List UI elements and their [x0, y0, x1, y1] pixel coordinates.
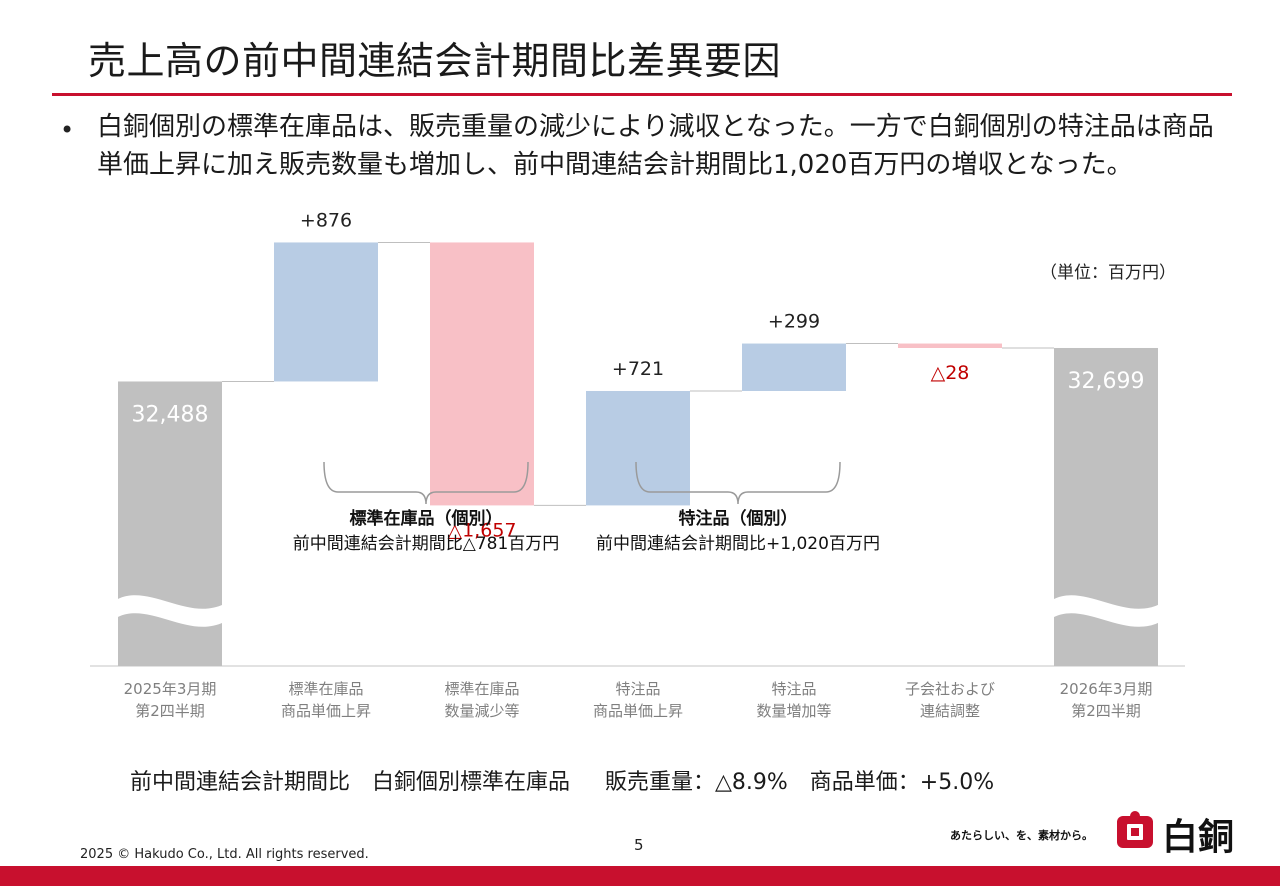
- axis-break-mark: [1052, 595, 1160, 627]
- copyright: 2025 © Hakudo Co., Ltd. All rights reser…: [80, 847, 369, 862]
- page-number: 5: [634, 836, 644, 854]
- category-label: 商品単価上昇: [593, 702, 683, 720]
- category-label: 第2四半期: [1071, 702, 1141, 720]
- data-label-total: 32,488: [132, 402, 209, 427]
- category-label: 数量増加等: [756, 702, 831, 720]
- bullet-marker: •: [60, 116, 75, 144]
- group-brace: [635, 461, 841, 505]
- tagline: あたらしい、を、素材から。: [950, 829, 1093, 842]
- data-label-decrease: △1,657: [447, 519, 516, 541]
- category-label: 2025年3月期: [124, 680, 217, 698]
- category-label: 特注品: [771, 680, 816, 698]
- data-label-decrease: △28: [931, 362, 970, 384]
- bar-decrease: [430, 242, 534, 506]
- data-label-total: 32,699: [1068, 369, 1145, 394]
- axis-break-mark: [116, 595, 224, 627]
- category-label: 連結調整: [920, 702, 980, 720]
- title-divider: [52, 93, 1232, 96]
- category-label: 子会社および: [905, 680, 995, 698]
- page-title: 売上高の前中間連結会計期間比差異要因: [88, 39, 782, 83]
- footer-band: [0, 866, 1280, 886]
- category-label: 商品単価上昇: [281, 702, 371, 720]
- category-label: 第2四半期: [135, 702, 205, 720]
- group-title: 特注品（個別）: [679, 508, 798, 529]
- brand-name: 白銅: [1162, 817, 1235, 858]
- data-label-increase: +721: [612, 358, 664, 380]
- category-label: 2026年3月期: [1060, 680, 1153, 698]
- summary-bullet: 白銅個別の標準在庫品は、販売重量の減少により減収となった。一方で白銅個別の特注品…: [97, 112, 1214, 180]
- group-subtitle: 前中間連結会計期間比+1,020百万円: [596, 534, 880, 554]
- bar-increase: [274, 242, 378, 382]
- group-brace: [323, 461, 529, 505]
- group-subtitle: 前中間連結会計期間比△781百万円: [293, 534, 560, 554]
- sales-weight-price-summary: 前中間連結会計期間比 白銅個別標準在庫品 販売重量：△8.9% 商品単価：+5.…: [130, 770, 995, 795]
- category-label: 数量減少等: [444, 702, 519, 720]
- group-title: 標準在庫品（個別）: [350, 508, 503, 529]
- category-label: 標準在庫品: [288, 680, 363, 698]
- data-label-increase: +876: [300, 209, 352, 231]
- category-label: 標準在庫品: [444, 680, 519, 698]
- data-label-increase: +299: [768, 311, 820, 333]
- bar-decrease: [898, 343, 1002, 348]
- bar-increase: [586, 390, 690, 506]
- brand-logo-icon: [1117, 811, 1153, 848]
- unit-label: （単位：百万円）: [1040, 263, 1176, 283]
- bar-increase: [742, 343, 846, 391]
- category-label: 特注品: [615, 680, 660, 698]
